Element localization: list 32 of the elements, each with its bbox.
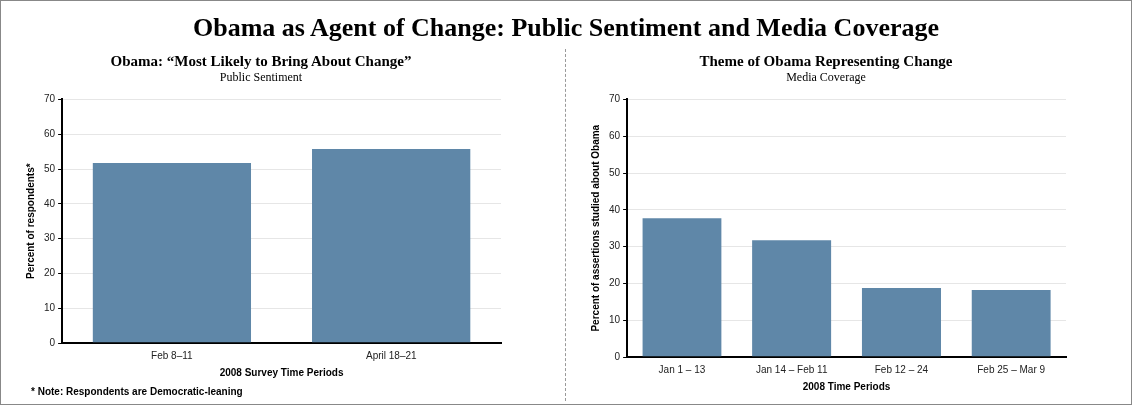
- y-tick-label: 40: [44, 197, 56, 209]
- x-axis-title: 2008 Time Periods: [802, 380, 891, 392]
- x-tick-label: April 18–21: [365, 349, 418, 361]
- y-tick-label: 50: [44, 162, 56, 174]
- y-tick-label: 0: [614, 350, 621, 362]
- y-tick-label: 20: [609, 277, 621, 289]
- chart-subtitle: Media Coverage: [786, 70, 866, 85]
- x-tick-label: Feb 12 – 24: [874, 363, 929, 375]
- x-tick-label: Jan 1 – 13: [658, 363, 706, 375]
- y-tick-label: 10: [609, 313, 621, 325]
- y-tick-label: 70: [609, 93, 621, 105]
- y-tick-label: 30: [609, 240, 621, 252]
- y-tick-label: 60: [609, 129, 621, 141]
- y-tick-label: 40: [609, 203, 621, 215]
- y-tick-label: 30: [44, 232, 56, 244]
- x-axis-title: 2008 Survey Time Periods: [219, 366, 344, 378]
- chart-title: Obama: “Most Likely to Bring About Change”: [110, 52, 412, 69]
- chart-subtitle: Public Sentiment: [219, 70, 303, 85]
- y-tick-label: 0: [49, 336, 56, 348]
- y-tick-label: 50: [609, 166, 621, 178]
- y-tick-label: 20: [44, 267, 56, 279]
- y-tick-label: 60: [44, 127, 56, 139]
- x-tick-label: Jan 14 – Feb 11: [755, 363, 828, 375]
- y-axis-title: Percent of respondents*: [24, 163, 36, 279]
- text: * Note: Respondents are Democratic-leaning: [31, 386, 243, 397]
- chart-title: Theme of Obama Representing Change: [699, 52, 953, 69]
- x-tick-label: Feb 25 – Mar 9: [977, 363, 1046, 375]
- y-tick-label: 70: [44, 93, 56, 105]
- x-tick-label: Feb 8–11: [151, 349, 194, 361]
- y-tick-label: 10: [44, 301, 56, 313]
- y-axis-title: Percent of assertions studied about Obama: [589, 124, 601, 332]
- text: Obama as Agent of Change: Public Sentiment and Media Coverage: [191, 13, 940, 44]
